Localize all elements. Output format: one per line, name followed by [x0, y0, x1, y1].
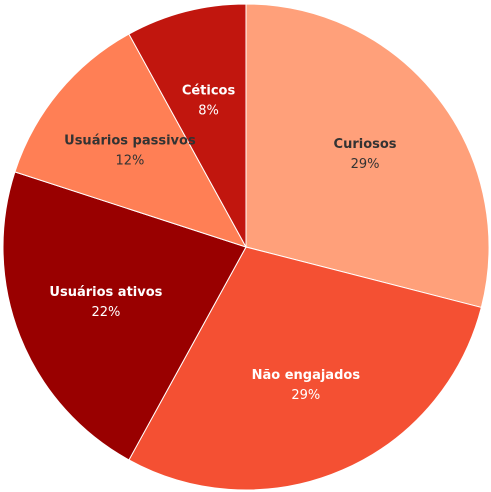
- slice-value-label: 22%: [91, 305, 120, 320]
- pie-slice: [2, 171, 247, 461]
- slice-label: Usuários ativos: [49, 285, 162, 300]
- slice-value-label: 29%: [291, 388, 320, 403]
- pie-slice: [128, 246, 482, 491]
- slice-value-label: 29%: [351, 157, 380, 172]
- slice-label: Curiosos: [334, 137, 397, 152]
- slice-value-label: 12%: [115, 153, 144, 168]
- slice-label: Usuários passivos: [64, 133, 196, 148]
- slice-label: Não engajados: [252, 368, 361, 383]
- pie-slice: [245, 3, 490, 309]
- pie-slice: [14, 33, 248, 248]
- slice-value-label: 8%: [198, 104, 219, 119]
- slice-label: Céticos: [182, 84, 236, 99]
- pie-slice: [128, 3, 247, 248]
